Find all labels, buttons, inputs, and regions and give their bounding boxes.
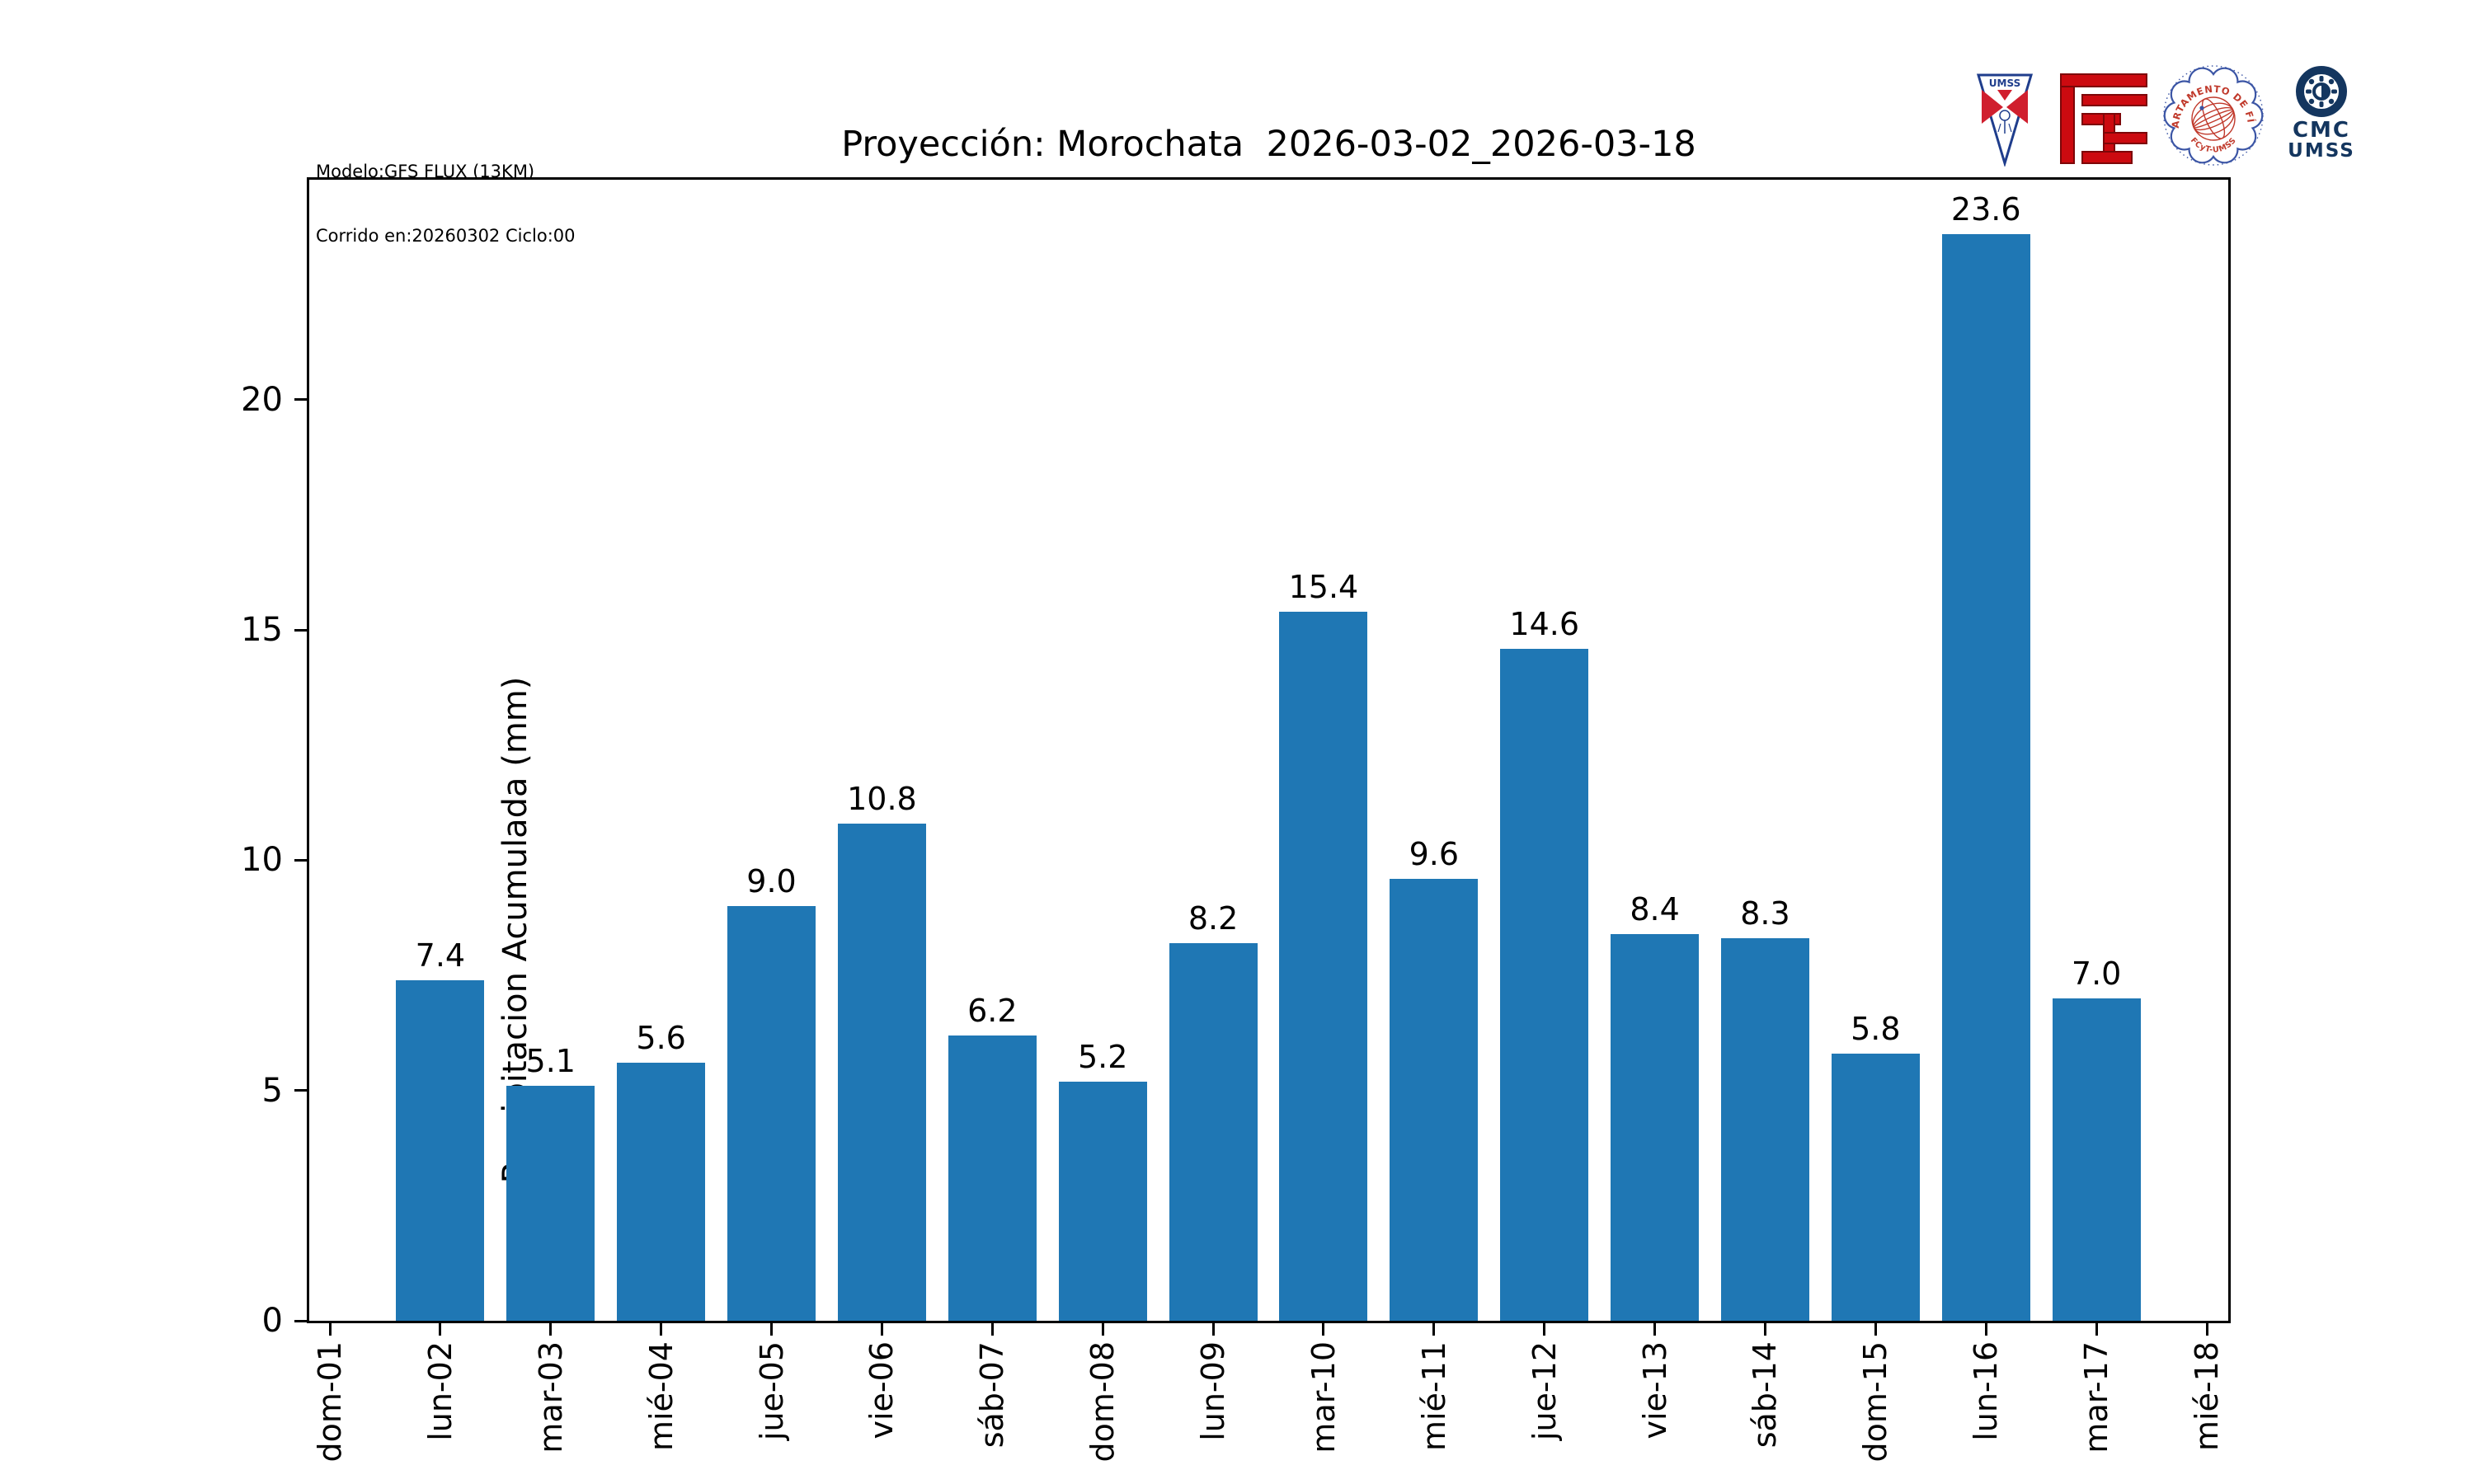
bar	[617, 1063, 706, 1321]
x-tick-label: mar-10	[1305, 1341, 1342, 1453]
x-tick-label: dom-01	[312, 1341, 348, 1463]
plot-area: Precipitacion Acumulada (mm) 0 5 10 15 20 dom…	[241, 177, 2231, 1462]
model-run-cycle: Corrido en:20260302 Ciclo:00	[316, 226, 576, 246]
bar	[1279, 611, 1368, 1321]
bar-value-label: 9.6	[1409, 835, 1460, 872]
bar	[727, 906, 816, 1321]
bar	[1611, 933, 1700, 1321]
x-tick-label: vie-13	[1636, 1341, 1673, 1439]
svg-text:UMSS: UMSS	[2288, 140, 2355, 160]
x-tick-mark	[1322, 1323, 1325, 1336]
umss-pennant-logo: UMSS	[1976, 73, 2034, 167]
bar	[506, 1086, 595, 1321]
x-tick-label: mar-17	[2078, 1341, 2115, 1453]
x-tick-mark	[1874, 1323, 1877, 1336]
x-tick-label: lun-16	[1968, 1341, 2005, 1441]
y-tick-mark	[294, 1319, 307, 1322]
bar	[396, 979, 485, 1321]
x-tick-mark	[439, 1323, 442, 1336]
bar-value-label: 6.2	[967, 992, 1018, 1029]
bar	[1169, 943, 1258, 1321]
fisica-department-seal: DEPARTAMENTO DE FÍSICA FCyT-UMSS	[2162, 56, 2264, 166]
x-tick-mark	[1101, 1323, 1104, 1336]
x-tick-label: sáb-07	[974, 1341, 1011, 1449]
bar-value-label: 7.0	[2071, 956, 2122, 993]
bar-value-label: 7.4	[415, 937, 466, 974]
x-tick-label: mar-03	[532, 1341, 569, 1453]
bar	[837, 823, 926, 1321]
x-tick-label: dom-08	[1084, 1341, 1122, 1463]
bar-value-label: 5.6	[636, 1020, 686, 1057]
bar-value-label: 8.4	[1630, 890, 1680, 928]
x-tick-mark	[1211, 1323, 1215, 1336]
y-tick-mark	[294, 398, 307, 402]
y-tick-label: 15	[241, 611, 283, 650]
bar-value-label: 5.8	[1851, 1011, 1901, 1048]
y-tick-label: 20	[241, 380, 283, 419]
bar-value-label: 15.4	[1288, 568, 1359, 605]
fcyt-logo	[2060, 73, 2147, 164]
bar	[1720, 938, 1809, 1321]
bar	[1058, 1081, 1147, 1321]
bar-value-label: 14.6	[1509, 605, 1579, 642]
x-tick-label: lun-09	[1195, 1341, 1232, 1441]
x-tick-label: lun-02	[421, 1341, 459, 1441]
x-tick-mark	[1984, 1323, 1987, 1336]
bar-value-label: 5.1	[525, 1043, 576, 1080]
cmc-umss-logo: CMC UMSS	[2288, 66, 2355, 160]
bar	[2052, 998, 2141, 1321]
x-tick-mark	[328, 1323, 332, 1336]
x-tick-mark	[770, 1323, 774, 1336]
bar	[1941, 233, 2030, 1321]
x-tick-mark	[660, 1323, 663, 1336]
x-tick-label: mié-18	[2189, 1341, 2225, 1452]
x-tick-label: vie-06	[863, 1341, 901, 1439]
x-tick-mark	[1763, 1323, 1766, 1336]
chart-title: Proyección: Morochata 2026-03-02_2026-03…	[841, 124, 1696, 165]
bar	[1831, 1054, 1920, 1321]
y-tick-label: 10	[241, 841, 283, 880]
x-tick-label: dom-15	[1857, 1341, 1894, 1463]
bar-value-label: 8.2	[1188, 900, 1239, 937]
x-tick-mark	[1653, 1323, 1657, 1336]
bar	[948, 1035, 1037, 1321]
bar	[1390, 878, 1479, 1321]
x-tick-mark	[1543, 1323, 1546, 1336]
x-tick-mark	[2095, 1323, 2098, 1336]
x-tick-mark	[1432, 1323, 1436, 1336]
y-tick-mark	[294, 858, 307, 862]
bar-value-label: 8.3	[1740, 895, 1790, 932]
x-tick-label: mié-11	[1415, 1341, 1452, 1452]
y-tick-mark	[294, 628, 307, 632]
x-tick-label: jue-12	[1526, 1341, 1563, 1441]
x-tick-label: mié-04	[642, 1341, 680, 1452]
bar-value-label: 5.2	[1077, 1038, 1128, 1075]
x-tick-mark	[880, 1323, 883, 1336]
svg-text:UMSS: UMSS	[1989, 77, 2020, 89]
y-tick-mark	[294, 1089, 307, 1092]
svg-text:CMC: CMC	[2293, 118, 2350, 143]
y-tick-label: 0	[261, 1302, 283, 1340]
x-tick-mark	[990, 1323, 994, 1336]
x-tick-mark	[549, 1323, 553, 1336]
x-tick-label: sáb-14	[1747, 1341, 1784, 1449]
bar-value-label: 9.0	[746, 863, 797, 900]
x-tick-label: jue-05	[753, 1341, 790, 1441]
bar	[1500, 648, 1589, 1321]
bar-value-label: 23.6	[1950, 190, 2021, 228]
model-run-info: Modelo:GFS FLUX (13KM) Corrido en:202603…	[316, 118, 576, 289]
bar-value-label: 10.8	[847, 780, 917, 817]
logo-strip: UMSS	[1971, 49, 2359, 181]
x-tick-mark	[2205, 1323, 2208, 1336]
y-tick-label: 5	[261, 1071, 283, 1110]
